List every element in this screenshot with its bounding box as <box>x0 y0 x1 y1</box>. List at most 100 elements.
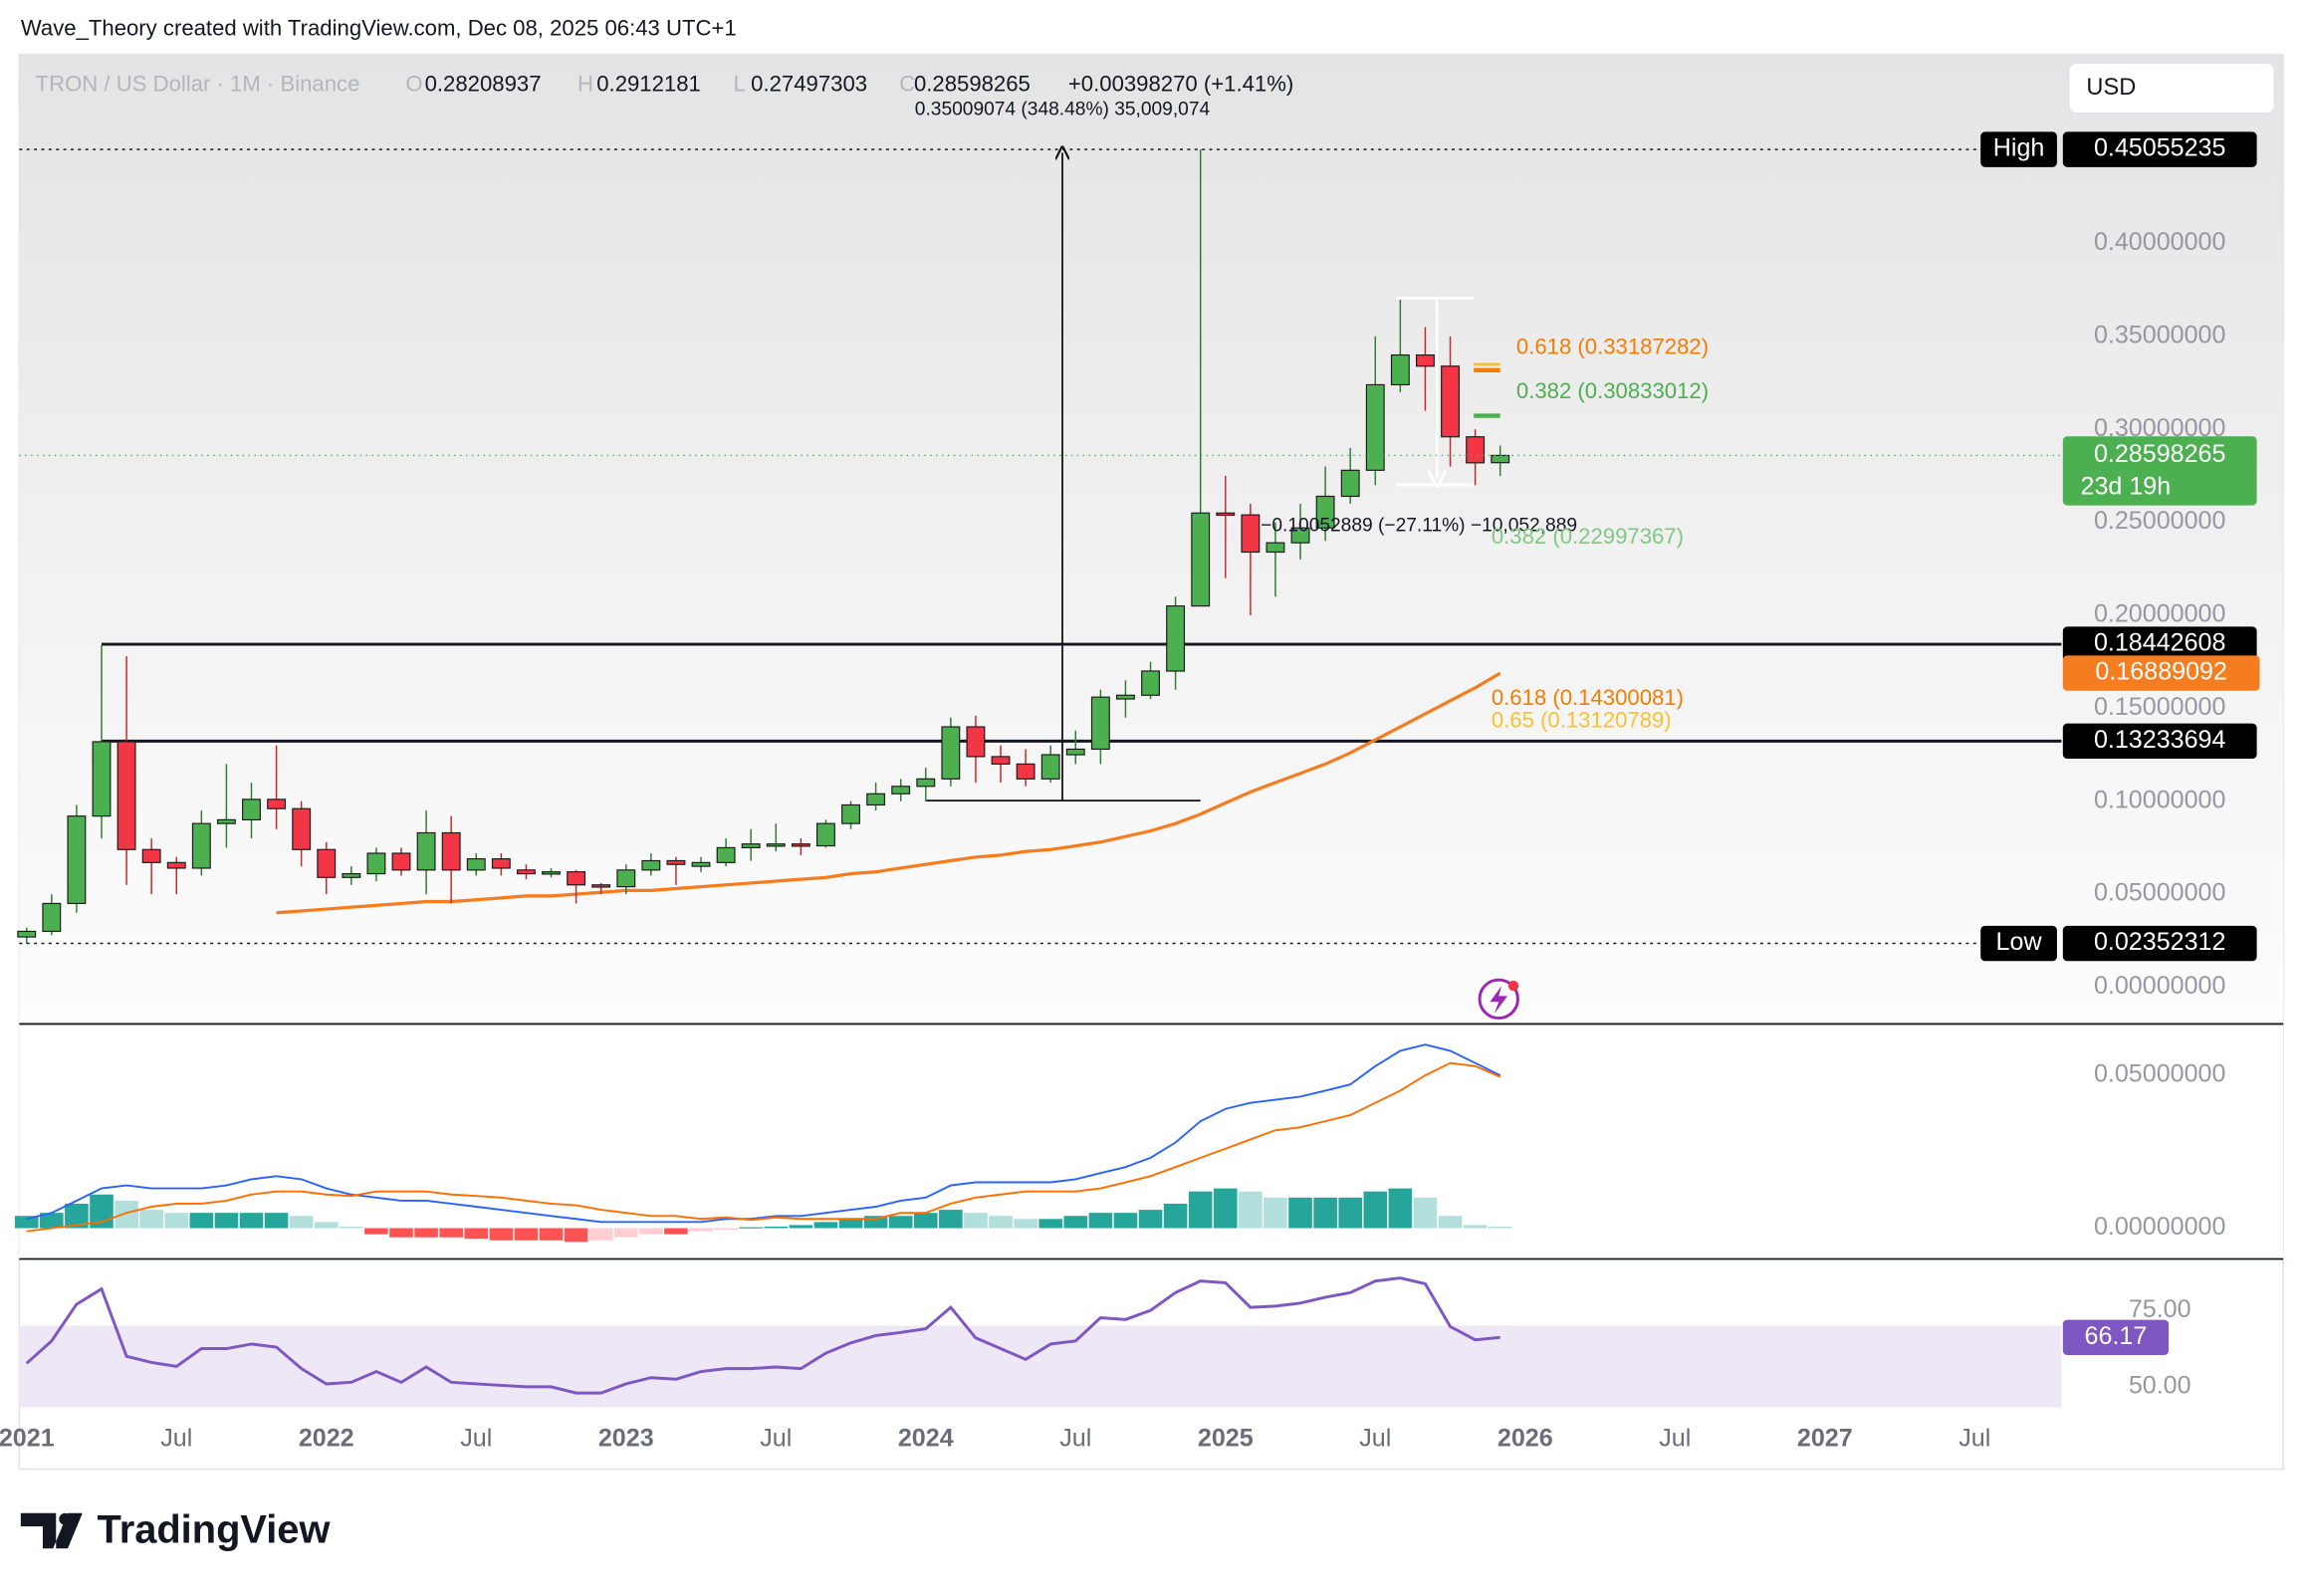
rsi-line <box>25 1276 1500 1395</box>
histogram-bar <box>1438 1216 1463 1229</box>
histogram-bar <box>464 1228 489 1240</box>
level-tag-box <box>2062 131 2257 167</box>
candle-body <box>516 869 536 875</box>
candle-body <box>1191 512 1211 607</box>
candle-body <box>1141 670 1160 696</box>
candle-body <box>491 858 511 869</box>
candle-body <box>542 871 561 875</box>
ohlc-value: 0.27497303 <box>751 71 867 96</box>
histogram-bar <box>1188 1191 1213 1229</box>
histogram-bar <box>1063 1216 1088 1229</box>
candle-body <box>366 852 386 875</box>
histogram-bar <box>1288 1197 1312 1229</box>
rsi-tag: 66.17 <box>2085 1322 2148 1350</box>
candle-body <box>866 793 886 806</box>
x-tick-label: Jul <box>460 1425 492 1453</box>
histogram-bar <box>564 1228 588 1243</box>
candle-body <box>416 831 436 871</box>
candle-body <box>1441 365 1460 438</box>
rsi-tag-box <box>2062 1319 2170 1355</box>
histogram-bar <box>1388 1188 1413 1229</box>
histogram-bar <box>764 1226 789 1229</box>
x-tick-label: Jul <box>1958 1425 1990 1453</box>
y-tick-label: 0.10000000 <box>2094 786 2226 813</box>
x-tick-label: Jul <box>1659 1425 1691 1453</box>
candle-body <box>991 756 1011 765</box>
y-tick-label: 0.20000000 <box>2094 600 2226 628</box>
candle-body <box>1365 383 1385 471</box>
x-tick-label: 2024 <box>898 1425 954 1453</box>
histogram-bar <box>1413 1197 1438 1229</box>
main-pane <box>19 54 2284 1025</box>
plot-layer: 0.35009074 (348.48%) 35,009,074 −0.100528… <box>0 71 2260 1453</box>
ohlc-letter: C <box>899 71 915 96</box>
candle-body <box>791 843 810 847</box>
candle-body <box>391 852 411 871</box>
candle-body <box>317 848 337 878</box>
price-tag-box <box>2062 436 2257 506</box>
candle-body <box>216 818 236 824</box>
x-tick-label: Jul <box>160 1425 192 1453</box>
x-tick-label: 2022 <box>299 1425 354 1453</box>
candle-body <box>1491 454 1510 464</box>
x-tick-label: 2026 <box>1498 1425 1553 1453</box>
ohlc-letter: H <box>577 71 593 96</box>
candle-body <box>1266 542 1285 554</box>
y-tick-label: 0.05000000 <box>2094 879 2226 907</box>
countdown: 23d 19h <box>2081 473 2172 501</box>
fib-label: 0.382 (0.30833012) <box>1516 378 1709 403</box>
symbol: TRON / US Dollar · 1M · Binance <box>36 71 360 96</box>
measure-text: 0.35009074 (348.48%) 35,009,074 <box>915 100 1211 120</box>
histogram-bar <box>1264 1197 1287 1229</box>
ohlc-letter: L <box>733 71 745 96</box>
histogram-bar <box>913 1213 938 1229</box>
event-dot <box>1507 980 1519 992</box>
measure-text: −0.10052889 (−27.11%) −10,052,889 <box>1261 515 1577 536</box>
histogram-bar <box>1038 1219 1062 1229</box>
x-tick-label: 2025 <box>1198 1425 1254 1453</box>
candle-body <box>1115 694 1135 700</box>
fib-label: 0.65 (0.13120789) <box>1492 707 1672 732</box>
x-tick-label: 2023 <box>598 1425 654 1453</box>
brand-logo <box>20 1512 83 1549</box>
histogram-bar <box>1239 1191 1263 1229</box>
histogram-bar <box>1213 1188 1238 1229</box>
histogram-bar <box>1113 1213 1138 1229</box>
histogram-bar <box>664 1228 688 1235</box>
y-tick-label: 0.40000000 <box>2094 228 2226 256</box>
x-tick-label: Jul <box>1359 1425 1391 1453</box>
level-tag-label-box <box>1980 131 2057 167</box>
histogram-bar <box>65 1203 89 1229</box>
candle-body <box>1315 495 1335 529</box>
histogram-bar <box>439 1228 463 1238</box>
currency-button[interactable] <box>2067 62 2276 114</box>
histogram-bar <box>888 1216 913 1229</box>
ohlc-letter: O <box>405 71 422 96</box>
histogram-bar <box>14 1216 39 1229</box>
histogram-bar <box>264 1213 289 1229</box>
histogram-bar <box>164 1213 189 1229</box>
candle-body <box>141 848 161 863</box>
attribution: Wave_Theory created with TradingView.com… <box>21 15 737 40</box>
fib-label: 0.382 (0.22997367) <box>1492 524 1684 549</box>
candle-body <box>292 807 312 850</box>
candle-body <box>116 741 136 850</box>
histogram-bar <box>789 1225 813 1229</box>
candle-body <box>1416 353 1435 367</box>
candle-body <box>741 843 761 849</box>
candle-body <box>641 859 661 871</box>
currency[interactable]: USD <box>2086 75 2136 101</box>
y-tick-label: 0.00000000 <box>2094 972 2226 1000</box>
candle-body <box>466 858 486 871</box>
candle-body <box>191 822 211 869</box>
candle-body <box>1290 527 1310 544</box>
candle-body <box>591 884 611 888</box>
y-tick-label: 50.00 <box>2129 1372 2191 1400</box>
candle-body <box>267 798 287 809</box>
level-tag-box <box>2062 723 2257 760</box>
rsi-band <box>19 1325 2062 1408</box>
candle-body <box>1016 763 1036 780</box>
candle-body <box>966 726 986 758</box>
histogram-bar <box>139 1210 163 1229</box>
candle-body <box>766 843 786 847</box>
